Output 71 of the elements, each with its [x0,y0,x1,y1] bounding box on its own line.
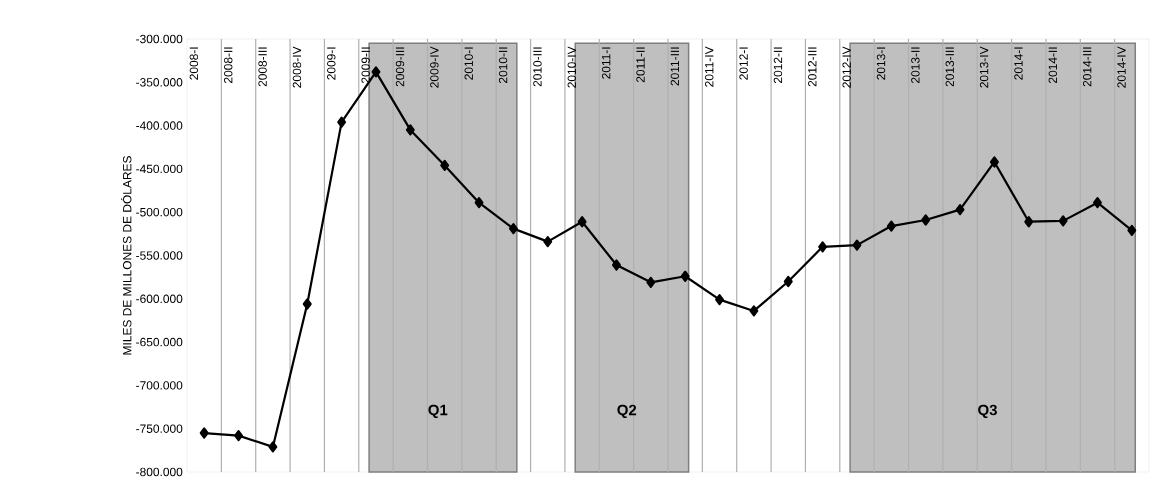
x-tick-label: 2009-II [361,47,370,84]
band-label: Q2 [617,404,637,419]
point [955,204,965,216]
point [852,239,862,251]
x-tick-label: 2013-IV [979,46,989,88]
point [440,159,450,172]
x-tick-label: 2011-I [601,47,611,79]
point [337,116,347,128]
y-tick-label: -450.000 [136,164,183,174]
x-tick-label: 2013-II [911,47,920,84]
point [1024,216,1034,228]
x-tick-label: 2014-IV [1117,46,1126,88]
x-tick-label: 2013-III [945,47,954,87]
band-label: Q1 [428,404,448,419]
x-tick-label: 2010-IV [567,46,577,88]
x-tick-label: 2011-III [670,47,680,86]
point [749,305,759,317]
point [302,298,312,310]
x-tick-label: 2014-II [1048,47,1058,84]
x-tick-label: 2010-I [464,47,473,80]
point [783,275,793,288]
point [234,430,244,442]
x-tick-label: 2008-IV [292,46,302,88]
x-tick-label: 2008-II [224,47,233,84]
y-tick-label: -750.000 [136,424,183,433]
x-tick-label: 2011-IV [705,46,714,87]
point [921,214,931,226]
x-tick-label: 2009-III [395,47,405,87]
point [818,241,828,253]
y-tick-label: -800.000 [136,467,183,477]
x-tick-label: 2009-IV [430,46,439,88]
x-tick-label: 2012-II [773,47,783,84]
x-tick-label: 2012-I [739,47,748,80]
point [543,236,553,248]
point [268,441,278,453]
y-tick-label: -600.000 [136,294,183,304]
x-tick-label: 2011-II [636,47,645,83]
point [989,156,999,168]
y-axis-title: MILES DE MILLONES DE DÓLARES [120,156,132,355]
x-tick-label: 2012-IV [842,46,851,88]
point [508,223,518,235]
point [611,259,621,271]
point [646,276,656,288]
y-tick-label: -400.000 [136,121,183,130]
y-tick-label: -550.000 [136,251,183,260]
x-tick-label: 2010-III [533,47,542,87]
x-tick-label: 2008-III [258,47,267,87]
y-tick-label: -300.000 [136,34,183,44]
band-label: Q3 [978,404,997,419]
x-tick-label: 2014-III [1082,47,1092,87]
point [1127,224,1137,236]
point [577,216,587,228]
y-tick-label: -700.000 [136,381,183,390]
x-tick-label: 2012-III [808,47,817,87]
point [405,124,415,136]
point [1093,197,1102,209]
x-tick-label: 2008-I [189,47,199,80]
y-tick-label: -350.000 [136,78,183,87]
point [199,427,209,439]
y-tick-label: -650.000 [136,337,183,347]
x-tick-label: 2010-II [498,47,508,84]
point [715,294,725,306]
x-tick-label: 2013-I [876,47,886,80]
point [1058,215,1068,227]
y-tick-label: -500.000 [136,207,183,217]
point [886,220,896,232]
x-tick-label: 2014-I [1014,47,1023,80]
point [474,197,484,209]
point [371,66,381,78]
point [680,270,690,282]
x-tick-label: 2009-I [327,47,336,80]
